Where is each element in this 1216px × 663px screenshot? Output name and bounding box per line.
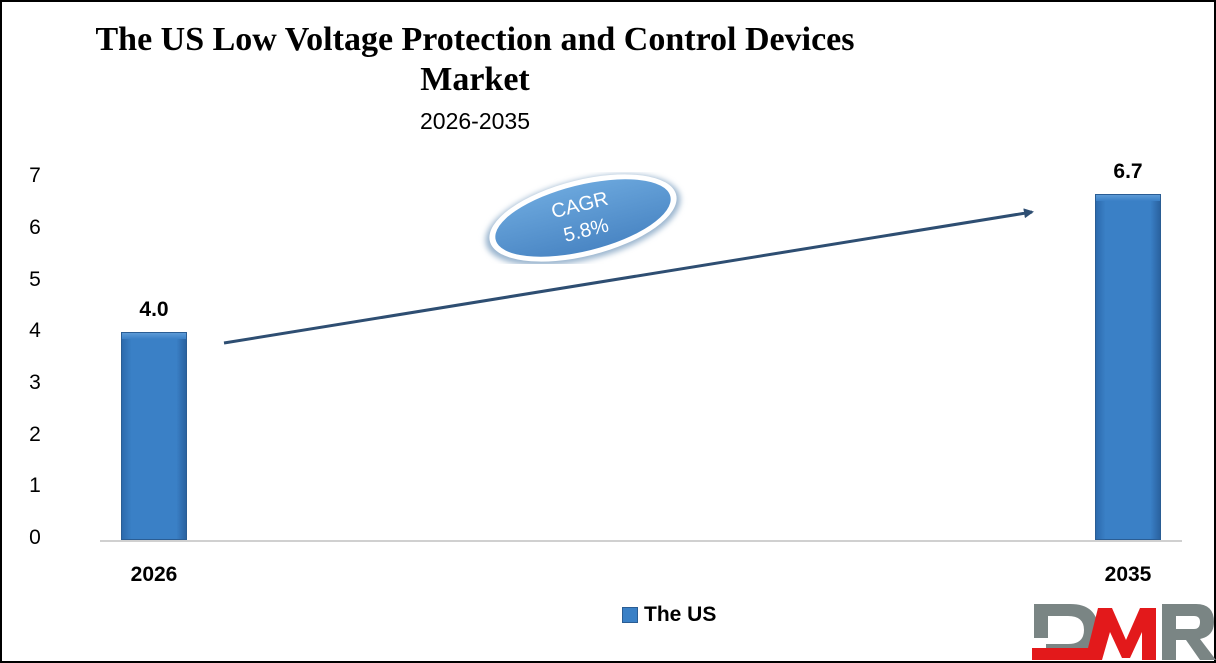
y-tick-2: 2 [29,423,41,446]
bar-2035 [1095,194,1161,540]
cagr-ellipse-icon [485,174,681,264]
legend-swatch-icon [622,607,638,623]
y-tick-0: 0 [29,526,41,549]
x-label-2035: 2035 [1104,563,1152,586]
dmr-logo-icon [1032,604,1216,660]
cagr-callout: CAGR 5.8% [478,172,688,264]
chart-subtitle: 2026-2035 [420,108,530,134]
bar-2026 [121,332,187,540]
y-tick-6: 6 [29,216,41,239]
legend-label: The US [644,603,717,626]
x-axis-line [100,540,1182,542]
value-label-2026: 4.0 [139,298,169,321]
value-label-2035: 6.7 [1113,160,1143,183]
y-tick-7: 7 [29,164,41,187]
y-tick-4: 4 [29,319,41,342]
legend: The US [622,603,716,627]
y-tick-5: 5 [29,268,41,291]
title-line-2: Market [420,61,530,98]
x-label-2026: 2026 [130,563,178,586]
chart-title: The US Low Voltage Protection and Contro… [40,20,910,100]
y-tick-3: 3 [29,371,41,394]
title-line-1: The US Low Voltage Protection and Contro… [95,21,855,58]
y-tick-1: 1 [29,474,41,497]
